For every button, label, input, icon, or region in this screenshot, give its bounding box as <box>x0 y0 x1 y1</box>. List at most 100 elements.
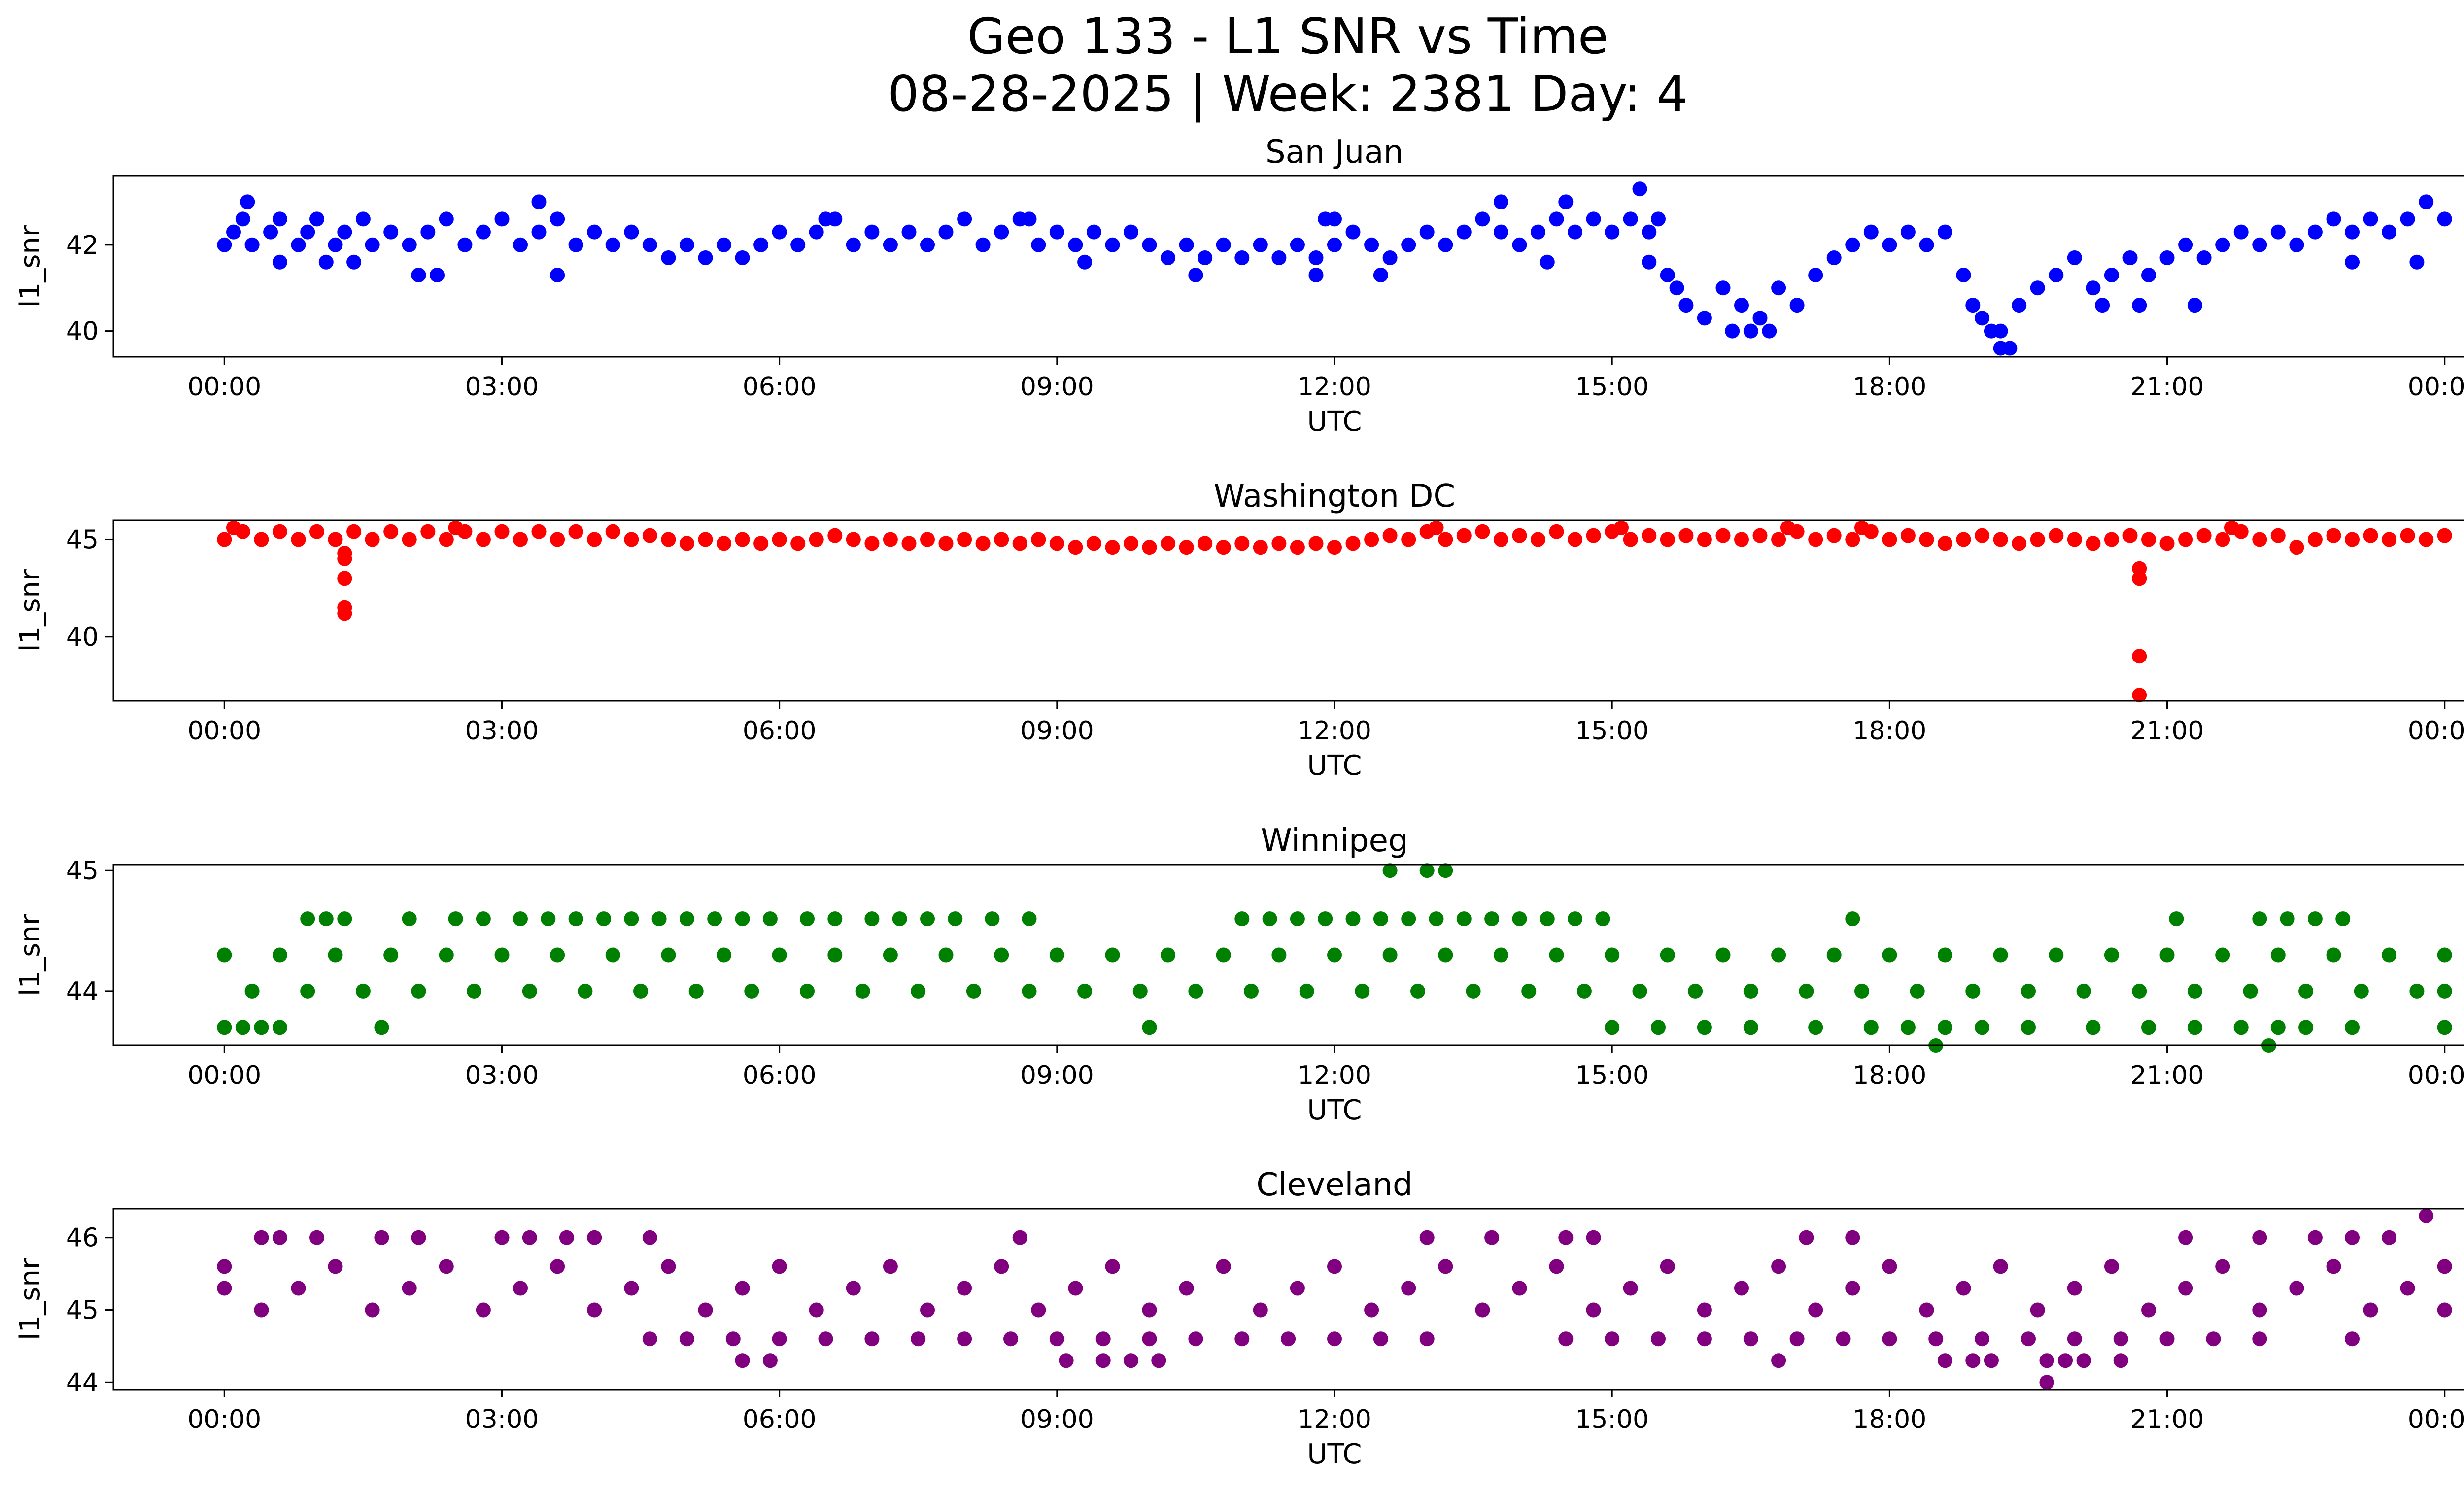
data-point-san-juan <box>679 237 694 252</box>
data-point-san-juan <box>1900 224 1916 240</box>
data-point-san-juan <box>1752 311 1768 326</box>
data-point-cleveland <box>1558 1230 1574 1245</box>
data-point-san-juan <box>226 224 241 240</box>
data-point-cleveland <box>1179 1281 1194 1296</box>
data-point-cleveland <box>1290 1281 1305 1296</box>
data-point-winnipeg <box>467 983 482 999</box>
data-point-washington-dc <box>402 532 417 547</box>
data-point-winnipeg <box>1771 947 1786 963</box>
panel-washington-dc: Washington DC 00:00 03:00 06:00 09:00 12:00 15… <box>14 478 2464 782</box>
data-point-winnipeg <box>1938 947 1952 963</box>
data-point-san-juan <box>1308 250 1324 265</box>
data-point-cleveland <box>920 1302 935 1318</box>
data-point-cleveland <box>1586 1230 1601 1245</box>
data-point-winnipeg <box>735 911 750 927</box>
data-point-cleveland <box>2437 1302 2452 1318</box>
data-point-cleveland <box>411 1230 426 1245</box>
data-point-winnipeg <box>1688 983 1703 999</box>
data-point-cleveland <box>957 1331 972 1347</box>
plot-frame-washington-dc <box>112 519 2464 702</box>
data-point-san-juan <box>2095 298 2110 313</box>
data-point-washington-dc <box>1845 532 1860 547</box>
data-point-winnipeg <box>1697 1020 1712 1035</box>
data-point-cleveland <box>2067 1281 2082 1296</box>
data-point-cleveland <box>846 1281 861 1296</box>
x-tick-label-san-juan: 09:00 <box>1020 372 1094 402</box>
data-point-san-juan <box>1345 224 1361 240</box>
points-winnipeg <box>217 863 2452 1053</box>
data-point-winnipeg <box>2233 1020 2249 1035</box>
data-point-winnipeg <box>1900 1020 1916 1035</box>
data-point-san-juan <box>1789 298 1805 313</box>
data-point-winnipeg <box>411 983 426 999</box>
data-point-san-juan <box>1642 224 1657 240</box>
x-tick-label-cleveland: 15:00 <box>1575 1405 1649 1434</box>
data-point-san-juan <box>383 224 399 240</box>
data-point-winnipeg <box>2270 1020 2286 1035</box>
data-point-cleveland <box>254 1230 269 1245</box>
data-point-san-juan <box>1651 211 1666 227</box>
data-point-washington-dc <box>2307 532 2323 547</box>
data-point-winnipeg <box>1863 1020 1879 1035</box>
data-point-washington-dc <box>226 520 241 535</box>
data-point-san-juan <box>2252 237 2267 252</box>
data-point-winnipeg <box>1493 947 1508 963</box>
data-point-cleveland <box>1558 1331 1574 1347</box>
data-point-winnipeg <box>2086 1020 2101 1035</box>
data-point-washington-dc <box>1290 540 1305 555</box>
data-point-san-juan <box>1271 250 1287 265</box>
data-point-washington-dc <box>1614 520 1629 535</box>
data-point-cleveland <box>1095 1353 1111 1368</box>
data-point-san-juan <box>642 237 657 252</box>
data-point-san-juan <box>318 254 334 270</box>
data-point-cleveland <box>513 1281 528 1296</box>
data-point-washington-dc <box>624 532 639 547</box>
data-point-winnipeg <box>2159 947 2175 963</box>
data-point-washington-dc <box>494 524 510 539</box>
y-tick-label-san-juan: 40 <box>66 317 99 347</box>
panel-title-cleveland: Cleveland <box>1256 1167 1412 1203</box>
data-point-winnipeg <box>1299 983 1314 999</box>
data-point-cleveland <box>2039 1353 2054 1368</box>
data-point-washington-dc <box>1382 528 1398 543</box>
data-point-san-juan <box>1419 224 1435 240</box>
data-point-cleveland <box>2076 1353 2091 1368</box>
data-point-cleveland <box>1364 1302 1379 1318</box>
panel-cleveland: Cleveland 00:00 03:00 06:00 09:00 12:00 15:00 1… <box>14 1167 2464 1470</box>
data-point-washington-dc <box>2159 536 2175 551</box>
data-point-san-juan <box>1475 211 1490 227</box>
data-point-cleveland <box>217 1281 232 1296</box>
x-tick-label-winnipeg: 12:00 <box>1298 1061 1371 1090</box>
data-point-washington-dc <box>1531 532 1545 547</box>
data-point-cleveland <box>2039 1375 2054 1390</box>
x-tick-label-san-juan: 00:00 <box>187 372 261 402</box>
data-point-winnipeg <box>1382 863 1398 878</box>
data-point-winnipeg <box>2437 947 2452 963</box>
data-point-san-juan <box>1771 280 1786 296</box>
data-point-winnipeg <box>2252 911 2267 927</box>
data-point-san-juan <box>439 211 454 227</box>
plot-frame-san-juan <box>112 175 2464 358</box>
data-point-washington-dc <box>383 524 399 539</box>
data-point-washington-dc <box>846 532 861 547</box>
data-point-washington-dc <box>2132 571 2147 586</box>
x-tick-label-san-juan: 21:00 <box>2130 372 2204 402</box>
data-point-san-juan <box>1327 237 1342 252</box>
data-point-winnipeg <box>2326 947 2341 963</box>
data-point-washington-dc <box>337 571 352 586</box>
data-point-san-juan <box>2012 298 2027 313</box>
data-point-cleveland <box>1808 1302 1823 1318</box>
data-point-cleveland <box>2419 1208 2434 1223</box>
data-point-san-juan <box>2382 224 2397 240</box>
data-point-san-juan <box>2159 250 2175 265</box>
data-point-san-juan <box>1456 224 1472 240</box>
data-point-washington-dc <box>2196 528 2212 543</box>
data-point-washington-dc <box>1660 532 1675 547</box>
data-point-cleveland <box>2030 1302 2045 1318</box>
data-point-winnipeg <box>1826 947 1842 963</box>
data-point-winnipeg <box>578 983 593 999</box>
panel-title-winnipeg: Winnipeg <box>1261 823 1408 859</box>
data-point-winnipeg <box>1910 983 1925 999</box>
data-point-san-juan <box>772 224 787 240</box>
data-point-washington-dc <box>2067 532 2082 547</box>
